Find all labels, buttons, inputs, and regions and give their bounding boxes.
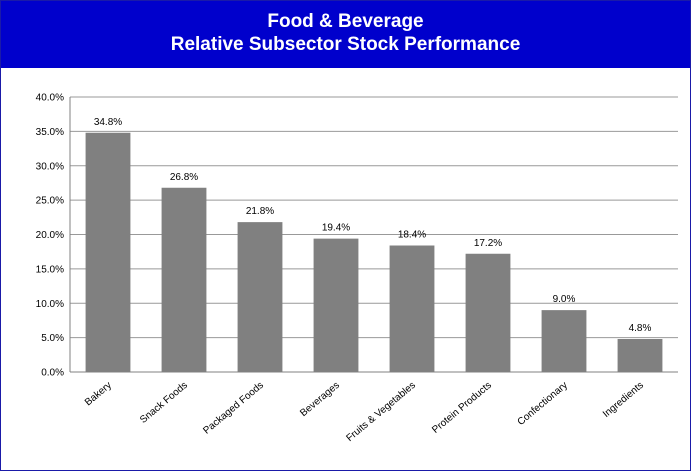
data-label: 19.4% bbox=[322, 223, 350, 234]
y-tick-label: 35.0% bbox=[36, 127, 64, 138]
y-tick-label: 20.0% bbox=[36, 230, 64, 241]
x-tick-label: Fruits & Vegetables bbox=[344, 380, 418, 444]
x-tick-label: Confectionary bbox=[516, 380, 570, 428]
chart-header: Food & Beverage Relative Subsector Stock… bbox=[1, 1, 690, 68]
y-tick-label: 30.0% bbox=[36, 161, 64, 172]
bar bbox=[313, 238, 359, 372]
bar bbox=[237, 222, 283, 372]
y-tick-label: 40.0% bbox=[36, 93, 64, 104]
x-tick-label: Snack Foods bbox=[138, 380, 190, 426]
bar bbox=[161, 187, 207, 372]
x-tick-label: Packaged Foods bbox=[201, 380, 266, 437]
chart-title-line2: Relative Subsector Stock Performance bbox=[170, 34, 521, 55]
data-label: 9.0% bbox=[553, 294, 576, 305]
chart-title-line1: Food & Beverage bbox=[267, 11, 424, 32]
data-label: 26.8% bbox=[170, 172, 198, 183]
x-tick-label: Ingredients bbox=[601, 380, 646, 420]
bar bbox=[389, 245, 435, 372]
y-tick-label: 10.0% bbox=[36, 299, 64, 310]
y-tick-label: 25.0% bbox=[36, 196, 64, 207]
bar bbox=[541, 310, 587, 372]
bar bbox=[85, 132, 131, 372]
x-tick-label: Bakery bbox=[83, 380, 114, 408]
bar bbox=[617, 339, 663, 372]
data-label: 21.8% bbox=[246, 206, 274, 217]
y-tick-label: 0.0% bbox=[41, 368, 64, 379]
y-tick-label: 15.0% bbox=[36, 264, 64, 275]
data-label: 17.2% bbox=[474, 238, 502, 249]
x-tick-label: Protein Products bbox=[430, 380, 494, 436]
data-label: 4.8% bbox=[629, 323, 652, 334]
data-label: 34.8% bbox=[94, 117, 122, 128]
x-tick-label: Beverages bbox=[298, 380, 342, 419]
data-label: 18.4% bbox=[398, 230, 426, 241]
bar bbox=[465, 253, 511, 372]
y-tick-label: 5.0% bbox=[41, 333, 64, 344]
